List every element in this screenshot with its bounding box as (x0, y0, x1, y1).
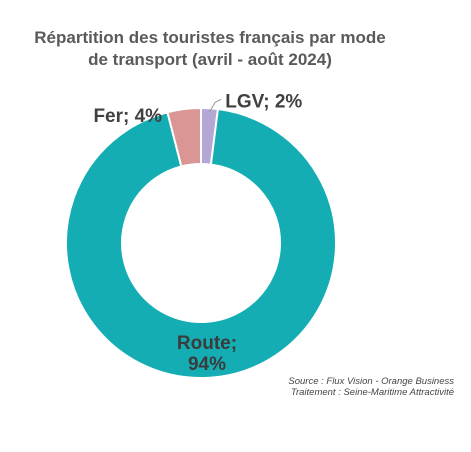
lgv-leader-line (208, 98, 222, 113)
chart-title-line-2: de transport (avril - août 2024) (88, 50, 332, 69)
slice-route (65, 107, 337, 379)
slice-fer (166, 106, 202, 168)
slice-label-route-value: 94% (188, 354, 226, 375)
slice-label-lgv: LGV; 2% (225, 91, 302, 112)
slice-label-route-name: Route; (177, 333, 237, 354)
chart-title-line-1: Répartition des touristes français par m… (34, 28, 386, 47)
slice-label-fer: Fer; 4% (93, 106, 162, 127)
processing-line: Traitement : Seine-Maritime Attractivité (290, 387, 454, 398)
source-line: Source : Flux Vision - Orange Business (288, 376, 454, 387)
chart-title: Répartition des touristes français par m… (0, 27, 420, 71)
source-note: Source : Flux Vision - Orange Business T… (288, 376, 454, 398)
